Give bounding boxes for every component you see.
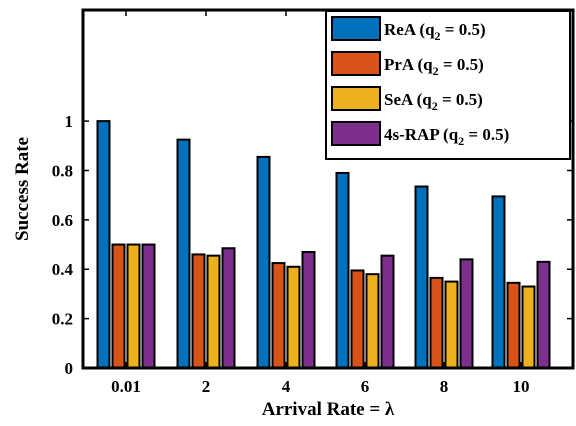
- x-tick-label: 8: [440, 377, 449, 396]
- bar-3-0: [141, 243, 156, 369]
- bar-3-2: [301, 250, 316, 369]
- x-axis-title: Arrival Rate = λ: [262, 399, 395, 420]
- bar-3-4: [459, 258, 474, 369]
- x-tick-label: 4: [282, 377, 291, 396]
- bar-0-0: [96, 120, 111, 369]
- y-tick-label: 0.4: [52, 260, 74, 279]
- y-tick-label: 0.8: [52, 161, 73, 180]
- legend-label-subscript: 2: [432, 99, 438, 113]
- legend-swatch: [331, 16, 381, 41]
- legend-label-main: 4s-RAP (q: [384, 125, 459, 144]
- legend-label-subscript: 2: [433, 64, 439, 78]
- bar-3-1: [221, 247, 236, 369]
- x-tick-label: 2: [202, 377, 211, 396]
- legend-label: SeA (q2 = 0.5): [384, 90, 483, 113]
- bar-2-0: [126, 243, 141, 369]
- y-tick-label: 1: [65, 112, 74, 131]
- bar-3-3: [380, 254, 395, 369]
- y-axis-ticks: 0 0.2 0.4 0.6 0.8 1: [52, 112, 573, 378]
- legend-label: 4s-RAP (q2 = 0.5): [384, 125, 509, 148]
- bar-1-1: [191, 253, 206, 369]
- bar-2-4: [444, 280, 459, 370]
- bar-1-2: [271, 262, 286, 370]
- bar-1-5: [506, 281, 521, 369]
- legend: ReA (q2 = 0.5)PrA (q2 = 0.5)SeA (q2 = 0.…: [325, 10, 571, 160]
- legend-label-main: SeA (q: [384, 90, 432, 109]
- bar-2-1: [206, 254, 221, 369]
- bar-0-3: [335, 171, 350, 369]
- y-tick-label: 0: [65, 359, 74, 378]
- legend-label: PrA (q2 = 0.5): [384, 55, 484, 78]
- x-tick-label: 10: [513, 377, 530, 396]
- legend-label-main: ReA (q: [384, 20, 435, 39]
- legend-label-tail: = 0.5): [438, 90, 483, 109]
- bar-2-3: [365, 273, 380, 370]
- legend-label: ReA (q2 = 0.5): [384, 20, 486, 43]
- legend-swatch: [331, 51, 381, 76]
- bar-2-2: [286, 265, 301, 369]
- y-tick-label: 0.2: [52, 310, 73, 329]
- bar-1-3: [350, 269, 365, 369]
- legend-label-tail: = 0.5): [439, 55, 484, 74]
- bar-0-4: [414, 185, 429, 369]
- bar-3-5: [536, 260, 551, 369]
- legend-label-main: PrA (q: [384, 55, 433, 74]
- x-tick-label: 6: [361, 377, 370, 396]
- legend-label-tail: = 0.5): [441, 20, 486, 39]
- x-tick-label: 0.01: [111, 377, 141, 396]
- bar-0-2: [256, 155, 271, 369]
- bar-0-1: [176, 138, 191, 369]
- legend-label-tail: = 0.5): [464, 125, 509, 144]
- bar-0-5: [491, 195, 506, 369]
- x-axis-ticks: 0.01 2 4 6 8 10: [111, 10, 530, 396]
- legend-swatch: [331, 121, 381, 146]
- bar-1-4: [429, 276, 444, 369]
- legend-label-subscript: 2: [458, 134, 464, 148]
- legend-label-subscript: 2: [435, 29, 441, 43]
- y-tick-label: 0.6: [52, 211, 73, 230]
- bar-1-0: [111, 243, 126, 369]
- y-axis-title: Success Rate: [12, 137, 33, 241]
- bar-2-5: [521, 285, 536, 369]
- legend-swatch: [331, 86, 381, 111]
